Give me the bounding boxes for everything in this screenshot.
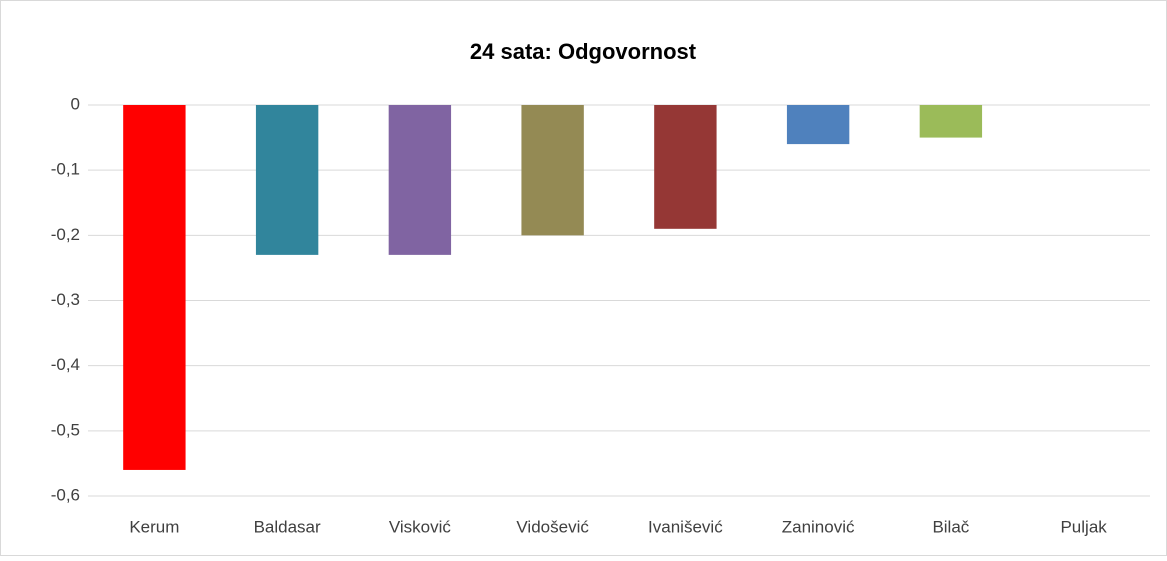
y-tick-label: -0,6 xyxy=(51,485,80,504)
x-tick-label: Baldasar xyxy=(254,517,321,536)
bar xyxy=(521,105,584,236)
y-tick-label: -0,2 xyxy=(51,225,80,244)
y-tick-label: -0,3 xyxy=(51,290,80,309)
bar xyxy=(919,105,983,138)
y-tick-label: -0,1 xyxy=(51,160,80,179)
x-tick-label: Kerum xyxy=(129,517,179,536)
x-tick-label: Bilač xyxy=(932,517,969,536)
bar xyxy=(388,105,452,255)
x-tick-label: Puljak xyxy=(1060,517,1107,536)
chart-title: 24 sata: Odgovornost xyxy=(470,39,697,64)
bar xyxy=(255,105,319,255)
y-tick-label: 0 xyxy=(71,94,80,113)
x-tick-label: Ivanišević xyxy=(648,517,723,536)
bar xyxy=(654,105,717,229)
y-tick-label: -0,4 xyxy=(51,355,80,374)
bar xyxy=(786,105,850,145)
x-tick-label: Vidošević xyxy=(516,517,589,536)
x-tick-label: Visković xyxy=(389,517,452,536)
x-tick-label: Zaninović xyxy=(782,517,855,536)
bar xyxy=(123,105,186,470)
y-tick-label: -0,5 xyxy=(51,420,80,439)
